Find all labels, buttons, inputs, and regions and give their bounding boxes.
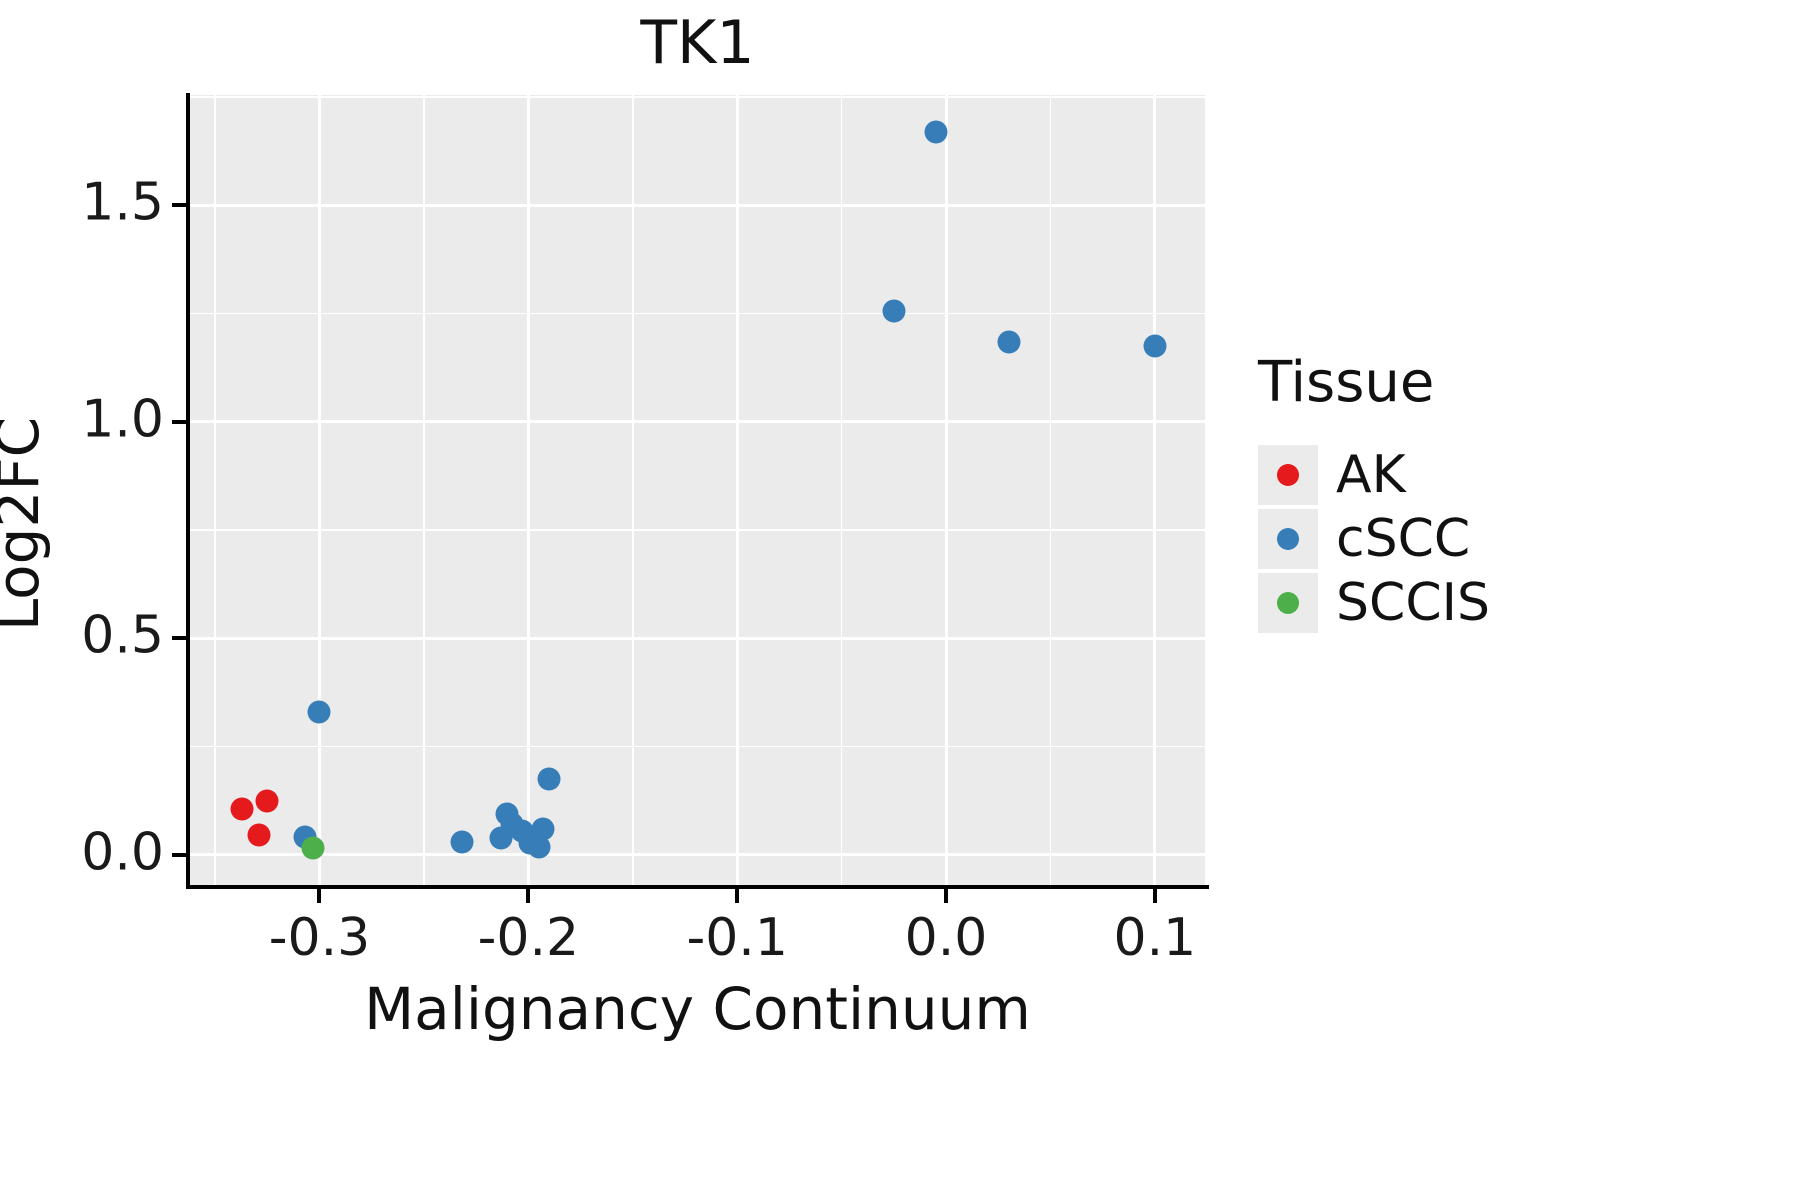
x-tick-label: -0.3: [268, 908, 371, 968]
x-axis-line: [186, 885, 1209, 889]
legend-item-cSCC: cSCC: [1258, 507, 1490, 571]
gridline-minor-vertical: [214, 95, 216, 885]
data-point-cSCC: [1143, 334, 1167, 358]
legend: Tissue AK cSCC SCCIS: [1258, 350, 1490, 635]
data-point-cSCC: [924, 120, 948, 144]
x-tick-mark: [526, 889, 531, 903]
gridline-minor-vertical: [632, 95, 634, 885]
gridline-major-horizontal: [190, 636, 1205, 640]
legend-key-cSCC: [1258, 509, 1318, 569]
gridline-major-vertical: [944, 95, 948, 885]
gridline-major-vertical: [1153, 95, 1157, 885]
gridline-major-vertical: [317, 95, 321, 885]
data-point-cSCC: [537, 767, 561, 791]
legend-label-SCCIS: SCCIS: [1336, 573, 1490, 633]
legend-title: Tissue: [1258, 350, 1435, 415]
gridline-minor-horizontal: [190, 529, 1205, 531]
data-point-AK: [255, 789, 279, 813]
y-axis-title: Log2FC: [0, 310, 52, 631]
gridline-major-horizontal: [190, 853, 1205, 857]
gridline-minor-vertical: [423, 95, 425, 885]
legend-item-SCCIS: SCCIS: [1258, 571, 1490, 635]
legend-dot-cSCC: [1277, 528, 1299, 550]
gridline-minor-horizontal: [190, 312, 1205, 315]
y-tick-mark: [172, 636, 186, 641]
data-point-cSCC: [527, 835, 551, 859]
x-tick-label: -0.2: [477, 908, 580, 968]
gridline-minor-horizontal: [190, 96, 1205, 98]
y-tick-label: 0.0: [81, 822, 164, 883]
data-point-cSCC: [997, 330, 1021, 354]
plot-title: TK1: [640, 8, 755, 78]
legend-dot-AK: [1277, 464, 1299, 486]
x-axis-title: Malignancy Continuum: [364, 975, 1031, 1043]
gridline-minor-vertical: [840, 95, 843, 885]
gridline-major-vertical: [526, 95, 530, 885]
legend-key-SCCIS: [1258, 573, 1318, 633]
y-tick-mark: [172, 419, 186, 424]
plot-panel: [190, 95, 1205, 885]
data-point-cSCC: [489, 826, 513, 850]
data-point-cSCC: [450, 830, 473, 854]
x-tick-label: 0.1: [1113, 908, 1197, 968]
x-tick-label: 0.0: [904, 908, 988, 968]
data-point-AK: [247, 823, 271, 847]
legend-dot-SCCIS: [1277, 592, 1299, 614]
legend-label-AK: AK: [1336, 445, 1406, 505]
x-tick-mark: [735, 889, 740, 903]
x-tick-mark: [317, 889, 322, 903]
x-tick-label: -0.1: [686, 908, 788, 968]
data-point-cSCC: [531, 817, 555, 841]
x-tick-mark: [1152, 889, 1157, 903]
gridline-major-horizontal: [190, 420, 1205, 424]
data-point-cSCC: [307, 700, 331, 724]
legend-item-AK: AK: [1258, 443, 1490, 507]
y-tick-mark: [172, 203, 186, 208]
data-point-SCCIS: [301, 836, 325, 860]
gridline-minor-horizontal: [190, 745, 1205, 748]
y-tick-label: 0.5: [81, 605, 164, 666]
legend-label-cSCC: cSCC: [1336, 509, 1471, 569]
data-point-cSCC: [882, 299, 906, 323]
y-tick-label: 1.5: [81, 172, 164, 233]
data-point-AK: [230, 797, 254, 821]
legend-rows: AK cSCC SCCIS: [1258, 443, 1490, 635]
gridline-major-horizontal: [190, 203, 1205, 207]
legend-key-AK: [1258, 445, 1318, 505]
y-axis-line: [186, 93, 190, 887]
gridline-minor-vertical: [1049, 95, 1052, 885]
gridline-major-vertical: [735, 95, 739, 885]
y-tick-mark: [172, 852, 186, 857]
x-tick-mark: [944, 889, 949, 903]
y-tick-label: 1.0: [81, 389, 164, 450]
y-axis-title-text: Log2FC: [0, 416, 52, 632]
